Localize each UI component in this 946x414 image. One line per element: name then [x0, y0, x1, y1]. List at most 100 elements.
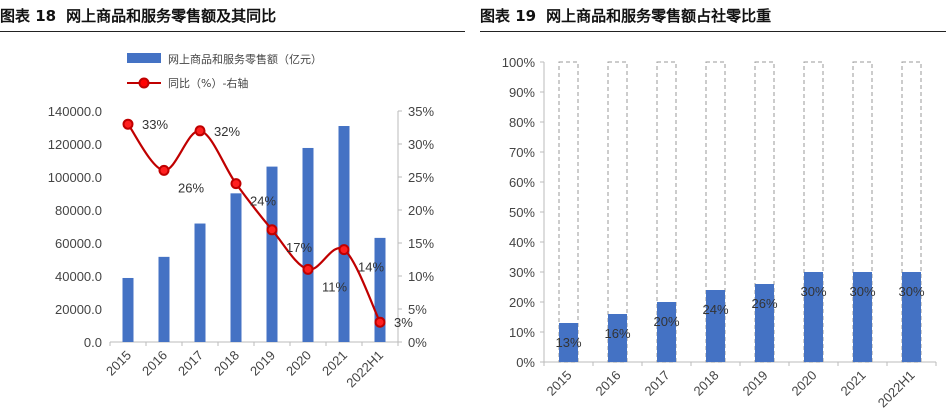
bar-outline-100 — [558, 61, 579, 363]
left-y-tick-label: 40000.0 — [55, 269, 102, 284]
yoy-point — [338, 244, 350, 256]
left-y-tick-label: 80000.0 — [55, 203, 102, 218]
yoy-data-label: 17% — [286, 240, 312, 255]
yoy-point — [302, 263, 314, 275]
x-category-label: 2020 — [789, 368, 820, 399]
bar — [657, 302, 676, 362]
y-tick-label: 0% — [516, 355, 535, 370]
y-tick-label: 40% — [509, 235, 535, 250]
x-category-label: 2019 — [247, 348, 278, 379]
bar — [608, 314, 627, 362]
figure-18-header: 图表 18 网上商品和服务零售额及其同比 — [0, 0, 465, 32]
bar-data-label: 30% — [800, 284, 826, 299]
bar-outline-100 — [901, 61, 922, 363]
legend-bar-swatch — [127, 53, 161, 63]
bar — [338, 126, 350, 342]
yoy-point — [158, 164, 170, 176]
yoy-data-label: 32% — [214, 124, 240, 139]
online-retail-chart: 网上商品和服务零售额（亿元） 同比（%）-右轴 0.0 20000.0 40000.0 6… — [48, 52, 435, 391]
x-category-label: 2020 — [283, 348, 314, 379]
x-category-label: 2016 — [593, 368, 624, 399]
y-tick-label: 100% — [502, 55, 536, 70]
x-category-label: 2017 — [175, 348, 206, 379]
legend-bar-label: 网上商品和服务零售额（亿元） — [168, 52, 322, 66]
x-category-label: 2021 — [319, 348, 350, 379]
bar — [559, 323, 578, 362]
bar-data-label: 30% — [898, 284, 924, 299]
bar — [706, 290, 725, 362]
right-y-tick-label: 5% — [408, 302, 427, 317]
x-category-label: 2019 — [740, 368, 771, 399]
right-y-tick-label: 25% — [408, 170, 434, 185]
left-y-tick-label: 120000.0 — [48, 137, 102, 152]
y-tick-label: 80% — [509, 115, 535, 130]
legend-line-marker — [138, 77, 150, 89]
figure-18-title: 网上商品和服务零售额及其同比 — [66, 7, 277, 25]
x-category-label: 2016 — [139, 348, 170, 379]
yoy-point — [266, 224, 278, 236]
right-y-tick-label: 15% — [408, 236, 434, 251]
yoy-data-label: 33% — [142, 117, 168, 132]
figure-19-title: 网上商品和服务零售额占社零比重 — [546, 7, 772, 25]
yoy-data-label: 11% — [322, 279, 347, 294]
x-category-label: 2015 — [103, 348, 134, 379]
y-tick-label: 60% — [509, 175, 535, 190]
y-tick-label: 10% — [509, 325, 535, 340]
bar — [302, 147, 314, 342]
y-tick-label: 30% — [509, 265, 535, 280]
bar — [266, 166, 278, 342]
left-y-tick-label: 60000.0 — [55, 236, 102, 251]
bar-data-label: 26% — [751, 296, 777, 311]
x-category-label: 2022H1 — [343, 348, 386, 391]
x-category-label: 2017 — [642, 368, 673, 399]
y-tick-label: 20% — [509, 295, 535, 310]
y-tick-label: 70% — [509, 145, 535, 160]
yoy-point — [230, 178, 242, 190]
bar-outline-100 — [607, 61, 628, 363]
bar-data-label: 16% — [604, 326, 630, 341]
bar — [902, 272, 921, 362]
bar-data-label: 24% — [702, 302, 728, 317]
bar — [122, 277, 134, 342]
x-category-label: 2021 — [838, 368, 869, 399]
x-category-label: 2018 — [211, 348, 242, 379]
bar-outline-100 — [852, 61, 873, 363]
bar-outline-100 — [754, 61, 775, 363]
bar — [230, 193, 242, 342]
bar-data-label: 30% — [849, 284, 875, 299]
bar — [158, 256, 170, 342]
left-y-tick-label: 0.0 — [84, 335, 102, 350]
left-y-tick-label: 100000.0 — [48, 170, 102, 185]
x-category-label: 2015 — [544, 368, 575, 399]
bar-outline-100 — [705, 61, 726, 363]
online-share-chart: 0% 10% 20% 30% 40% 50% 60% 70% 80% 90% 100% 13% 16% 2… — [502, 55, 937, 411]
yoy-point — [122, 118, 134, 130]
bar — [194, 223, 206, 342]
yoy-data-label: 14% — [358, 260, 384, 275]
figure-18-label: 图表 18 — [0, 7, 57, 25]
yoy-data-label: 24% — [250, 194, 276, 209]
bar — [853, 272, 872, 362]
right-y-tick-label: 0% — [408, 335, 427, 350]
yoy-point — [374, 316, 386, 328]
yoy-point — [194, 125, 206, 137]
right-y-tick-label: 10% — [408, 269, 434, 284]
bar — [755, 284, 774, 362]
legend: 网上商品和服务零售额（亿元） 同比（%）-右轴 — [127, 52, 322, 90]
bar-outline-100 — [656, 61, 677, 363]
bar-outline-100 — [803, 61, 824, 363]
y-tick-label: 50% — [509, 205, 535, 220]
legend-line-label: 同比（%）-右轴 — [168, 76, 248, 90]
y-tick-label: 90% — [509, 85, 535, 100]
right-y-tick-label: 20% — [408, 203, 434, 218]
right-y-tick-label: 35% — [408, 104, 434, 119]
x-category-label: 2018 — [691, 368, 722, 399]
yoy-data-label: 26% — [178, 180, 204, 195]
x-category-label: 2022H1 — [875, 368, 918, 411]
figure-19-header: 图表 19 网上商品和服务零售额占社零比重 — [480, 0, 946, 32]
figure-19-label: 图表 19 — [480, 7, 537, 25]
bar-data-label: 20% — [653, 314, 679, 329]
bar-data-label: 13% — [555, 335, 581, 350]
left-y-tick-label: 20000.0 — [55, 302, 102, 317]
yoy-data-label: 3% — [394, 315, 413, 330]
